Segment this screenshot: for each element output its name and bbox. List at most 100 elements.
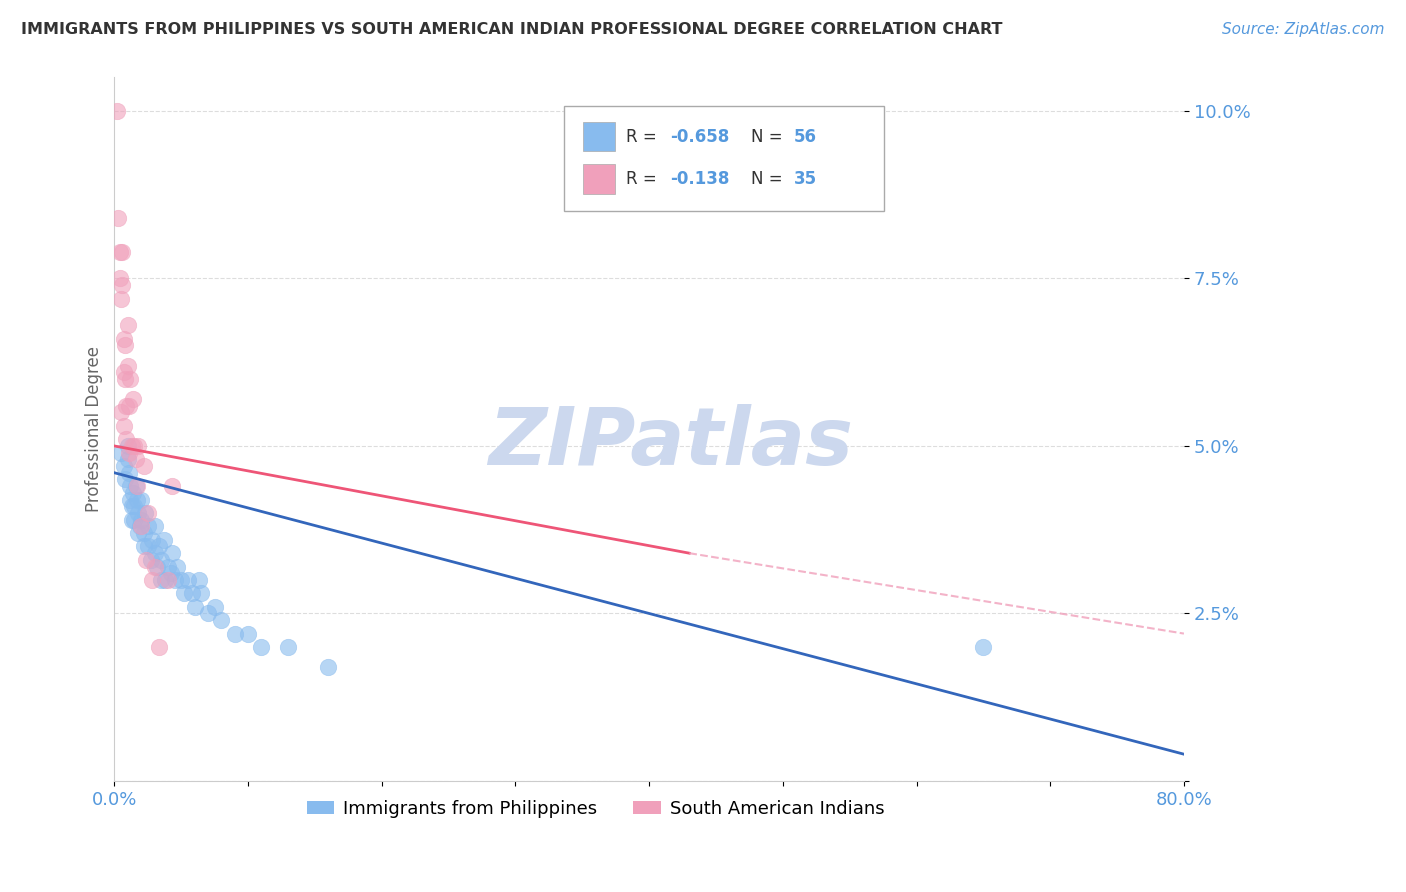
Point: [127, 526, 149, 541]
Point: [115, 432, 138, 446]
Point: [117, 452, 139, 467]
Point: [117, 359, 139, 373]
Point: [127, 506, 149, 520]
Point: [173, 586, 195, 600]
Point: [114, 338, 136, 352]
Point: [153, 533, 176, 547]
Point: [143, 546, 166, 560]
Point: [156, 573, 179, 587]
Point: [108, 271, 131, 285]
Point: [148, 640, 170, 654]
Y-axis label: Professional Degree: Professional Degree: [86, 346, 103, 512]
Point: [277, 640, 299, 654]
Point: [127, 492, 149, 507]
Point: [107, 211, 129, 226]
Point: [112, 332, 135, 346]
Text: 35: 35: [793, 170, 817, 188]
Point: [132, 459, 155, 474]
Point: [125, 452, 148, 467]
Point: [127, 479, 149, 493]
Point: [111, 244, 134, 259]
Point: [141, 533, 163, 547]
Point: [110, 445, 132, 459]
Point: [141, 573, 163, 587]
Point: [250, 640, 273, 654]
Point: [135, 553, 157, 567]
Text: R =: R =: [626, 128, 662, 146]
Point: [129, 492, 152, 507]
Point: [177, 573, 200, 587]
Point: [155, 573, 177, 587]
Point: [150, 553, 173, 567]
Point: [183, 599, 205, 614]
Text: ZIPatlas: ZIPatlas: [488, 404, 853, 483]
Point: [117, 318, 139, 333]
Point: [143, 519, 166, 533]
Point: [132, 540, 155, 554]
Point: [117, 439, 139, 453]
Point: [236, 626, 259, 640]
Text: IMMIGRANTS FROM PHILIPPINES VS SOUTH AMERICAN INDIAN PROFESSIONAL DEGREE CORRELA: IMMIGRANTS FROM PHILIPPINES VS SOUTH AME…: [21, 22, 1002, 37]
Point: [124, 500, 146, 514]
Point: [128, 519, 150, 533]
Point: [118, 399, 141, 413]
Point: [120, 492, 142, 507]
Point: [197, 607, 219, 621]
Point: [181, 586, 204, 600]
Point: [159, 566, 181, 581]
Point: [112, 459, 135, 474]
Point: [170, 573, 193, 587]
Point: [129, 513, 152, 527]
Point: [115, 399, 138, 413]
Point: [114, 372, 136, 386]
Legend: Immigrants from Philippines, South American Indians: Immigrants from Philippines, South Ameri…: [299, 792, 891, 825]
Point: [156, 559, 179, 574]
Point: [120, 479, 142, 493]
Point: [124, 513, 146, 527]
Point: [118, 445, 141, 459]
Text: R =: R =: [626, 170, 662, 188]
FancyBboxPatch shape: [564, 105, 884, 211]
Point: [190, 586, 212, 600]
Point: [124, 439, 146, 453]
Point: [129, 519, 152, 533]
Point: [108, 244, 131, 259]
Point: [166, 559, 188, 574]
Bar: [583, 164, 614, 194]
Text: N =: N =: [751, 170, 787, 188]
Text: Source: ZipAtlas.com: Source: ZipAtlas.com: [1222, 22, 1385, 37]
Point: [143, 559, 166, 574]
Point: [110, 405, 132, 419]
Text: N =: N =: [751, 128, 787, 146]
Point: [150, 573, 173, 587]
Text: -0.138: -0.138: [671, 170, 730, 188]
Point: [125, 479, 148, 493]
Point: [121, 500, 143, 514]
Point: [132, 526, 155, 541]
Point: [224, 626, 246, 640]
Point: [972, 640, 994, 654]
Point: [122, 486, 145, 500]
Point: [121, 439, 143, 453]
Bar: [583, 122, 614, 152]
Point: [160, 546, 183, 560]
Point: [112, 418, 135, 433]
Point: [148, 540, 170, 554]
Point: [136, 519, 159, 533]
Point: [112, 365, 135, 379]
Point: [204, 599, 226, 614]
Point: [127, 439, 149, 453]
Point: [187, 573, 209, 587]
Point: [114, 473, 136, 487]
Point: [163, 573, 186, 587]
Point: [110, 292, 132, 306]
Point: [118, 466, 141, 480]
Point: [139, 553, 162, 567]
Point: [105, 103, 128, 118]
Point: [111, 278, 134, 293]
Text: -0.658: -0.658: [671, 128, 730, 146]
Point: [121, 513, 143, 527]
Point: [146, 559, 169, 574]
Text: 56: 56: [793, 128, 817, 146]
Point: [134, 506, 156, 520]
